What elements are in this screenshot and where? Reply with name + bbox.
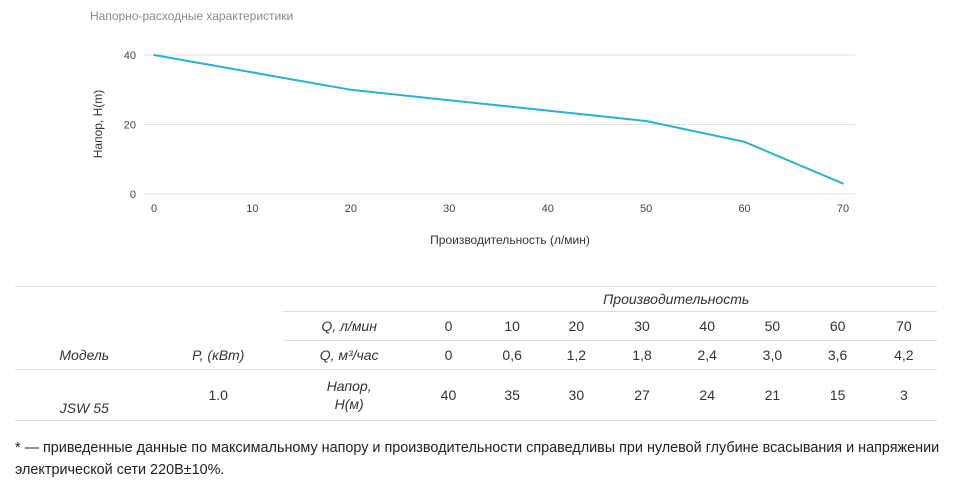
x-tick-label: 20 <box>345 203 357 215</box>
y-tick-label: 40 <box>124 50 136 62</box>
data-point <box>743 141 746 143</box>
q-m3-label: Q, м³/час <box>282 340 416 370</box>
x-tick-label: 30 <box>443 203 455 215</box>
power-value: 1.0 <box>153 369 283 421</box>
x-axis-label: Производительность (л/мин) <box>430 233 590 247</box>
table-cell: 10 <box>481 311 543 341</box>
data-point <box>153 54 155 56</box>
x-tick-labels: 0 10 20 30 40 50 60 70 <box>151 203 849 215</box>
table-cell: 24 <box>674 369 741 421</box>
table-cell: 3,6 <box>804 340 871 370</box>
data-point <box>350 88 352 91</box>
table-cell: 35 <box>481 369 543 421</box>
data-point <box>546 109 549 112</box>
chart-title: Напорно-расходные характеристики <box>90 9 294 23</box>
performance-table: Производительность Q, л/мин 0 10 20 30 4… <box>15 286 937 421</box>
table-cell: 30 <box>609 311 675 341</box>
head-label: Напор, H(м) <box>282 369 416 421</box>
table-cell: 30 <box>542 369 610 421</box>
head-label-line1: Напор, <box>326 378 372 394</box>
model-label: Модель <box>59 346 110 363</box>
x-tick-label: 70 <box>837 203 849 215</box>
table-cell: 1,2 <box>542 340 610 370</box>
chart-series <box>153 54 844 185</box>
model-name: JSW 55 <box>15 369 154 421</box>
table-cell: 4,2 <box>870 340 937 370</box>
table-cell: 0 <box>415 311 482 341</box>
series-line <box>153 54 844 185</box>
table-cell: 40 <box>674 311 741 341</box>
y-tick-labels: 0 20 40 <box>124 50 136 201</box>
table-cell: 27 <box>609 369 675 421</box>
table-cell: 0,6 <box>481 340 543 370</box>
table-cell: 70 <box>870 311 937 341</box>
y-axis-label: Напор, H(m) <box>91 90 105 159</box>
x-tick-label: 40 <box>542 203 554 215</box>
x-tick-label: 0 <box>151 203 157 215</box>
table-cell: 3 <box>870 369 937 421</box>
y-tick-label: 0 <box>130 189 136 201</box>
x-tick-label: 60 <box>738 203 750 215</box>
table-cell: 20 <box>542 311 610 341</box>
head-label-line2: H(м) <box>334 396 364 412</box>
table-cell: 50 <box>740 311 805 341</box>
table-cell: 21 <box>740 369 805 421</box>
data-point <box>448 99 451 101</box>
table-group-header: Производительность <box>415 286 937 312</box>
table-cell: 15 <box>804 369 871 421</box>
chart-grid <box>144 54 855 195</box>
power-label: P, (кВт) <box>192 346 245 363</box>
y-tick-label: 20 <box>124 120 136 132</box>
table-cell: 3,0 <box>740 340 805 370</box>
data-point <box>645 120 647 122</box>
x-tick-label: 50 <box>640 203 652 215</box>
data-point <box>842 182 844 185</box>
table-cell: 1,8 <box>609 340 675 370</box>
data-point <box>251 71 254 74</box>
footnote: * — приведенные данные по максимальному … <box>15 440 940 478</box>
x-tick-label: 10 <box>246 203 258 215</box>
q-lmin-label: Q, л/мин <box>282 311 416 341</box>
table-cell: 0 <box>415 340 482 370</box>
pump-curve-chart: 0 20 40 0 10 20 30 40 50 60 70 Напор, H(m) <box>91 50 855 215</box>
table-cell: 60 <box>804 311 871 341</box>
table-cell: 2,4 <box>674 340 741 370</box>
table-cell: 40 <box>415 369 482 421</box>
